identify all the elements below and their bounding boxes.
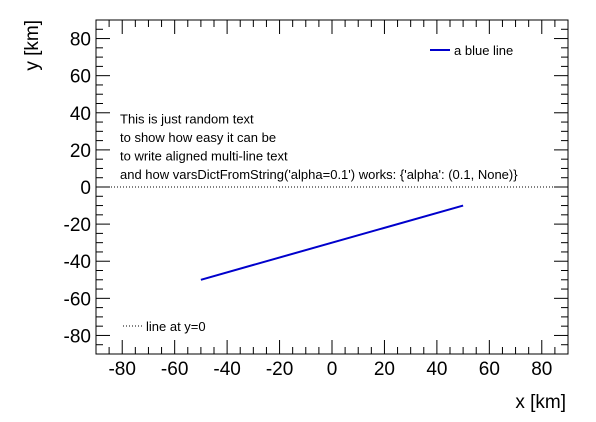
x-axis-title: x [km] xyxy=(515,392,566,413)
x-tick-label: -20 xyxy=(266,359,293,380)
x-tick-label: -80 xyxy=(108,359,135,380)
annotation-text-line: This is just random text xyxy=(120,112,254,127)
annotation-text-line: to write aligned multi-line text xyxy=(120,149,288,164)
x-tick-label: 60 xyxy=(479,359,500,380)
plot-layer xyxy=(96,186,568,281)
legend-layer: a blue line line at y=0 xyxy=(123,43,513,334)
legend-label-zero-line: line at y=0 xyxy=(146,319,206,334)
axes-layer: -80 -60 -40 -20 0 20 40 60 80 -80 -60 -40 -20 0 20 40 60… xyxy=(64,19,569,380)
x-tick-label: -60 xyxy=(161,359,188,380)
y-tick-label: 40 xyxy=(70,104,91,125)
y-tick-label: -40 xyxy=(64,252,91,273)
y-tick-label: 0 xyxy=(80,178,91,199)
x-tick-label: -40 xyxy=(213,359,240,380)
x-tick-label: 80 xyxy=(531,359,552,380)
y-tick-label: 80 xyxy=(70,30,91,51)
y-tick-label: 60 xyxy=(70,67,91,88)
x-tick-label: 40 xyxy=(426,359,447,380)
y-tick-label: -20 xyxy=(64,215,91,236)
annotation-text-line: to show how easy it can be xyxy=(120,130,276,145)
annotation-text-line: and how varsDictFromString('alpha=0.1') … xyxy=(120,167,518,182)
y-tick-label: 20 xyxy=(70,141,91,162)
x-tick-label: 20 xyxy=(374,359,395,380)
plot-frame xyxy=(95,19,569,355)
y-tick-label: -80 xyxy=(64,326,91,347)
annotation-layer: This is just random text to show how easy… xyxy=(120,112,518,183)
x-tick-label: 0 xyxy=(327,359,338,380)
blue-line-series xyxy=(200,204,464,281)
y-tick-label: -60 xyxy=(64,289,91,310)
legend-label-blue-line: a blue line xyxy=(454,43,513,58)
y-axis-title: y [km] xyxy=(22,20,43,71)
